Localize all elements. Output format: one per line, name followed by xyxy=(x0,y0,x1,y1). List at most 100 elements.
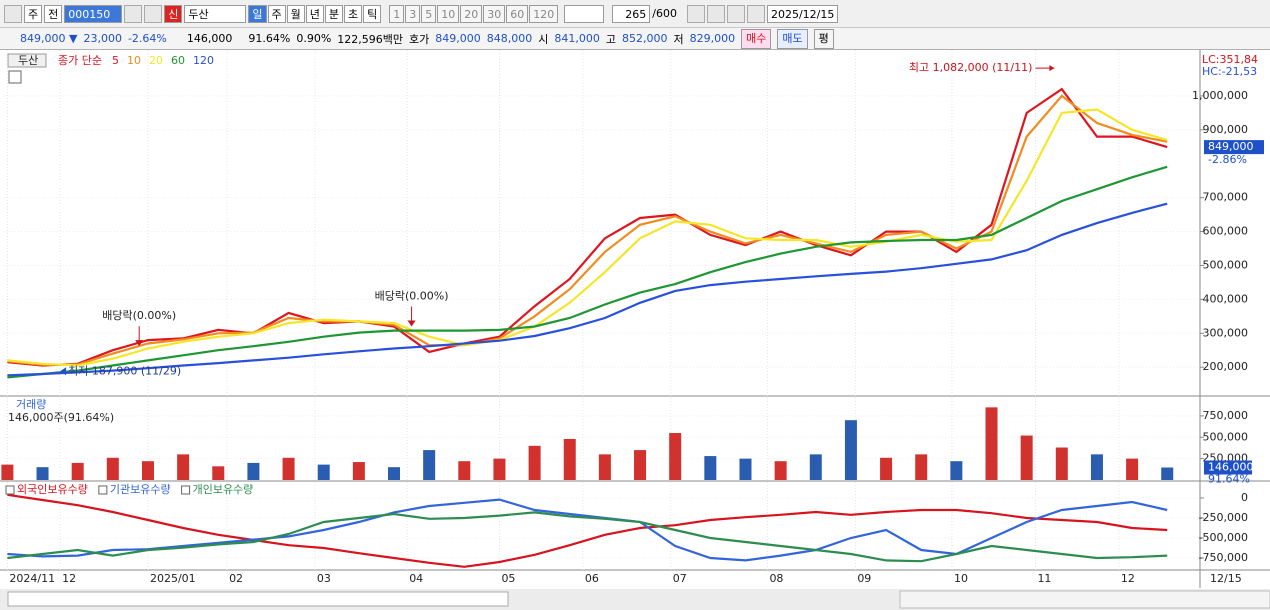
interval-button[interactable]: 30 xyxy=(483,4,506,23)
volume-bar xyxy=(423,450,436,480)
x-tick-label: 06 xyxy=(585,572,599,585)
tool[interactable] xyxy=(706,4,725,23)
x-tick-label: 09 xyxy=(857,572,871,585)
volume-bar xyxy=(704,456,717,480)
legend-item: 5 xyxy=(112,54,119,67)
x-tick-label: 2024/11 xyxy=(9,572,55,585)
info-bar: 849,000 ▼ 23,000 -2.64% 146,000 91.64% 0… xyxy=(0,28,1270,50)
y-tick-label: 700,000 xyxy=(1203,191,1249,204)
open-label: 시 xyxy=(538,32,549,46)
name-box xyxy=(7,53,47,68)
line-series xyxy=(7,511,1168,563)
interval-button[interactable]: 60 xyxy=(506,4,529,23)
period-button[interactable]: 년 xyxy=(305,4,324,23)
interval-button[interactable]: 5 xyxy=(421,4,437,23)
dividend-label: 배당락(0.00%) xyxy=(102,309,176,322)
legend-box xyxy=(98,485,108,495)
interval-button[interactable]: 1 xyxy=(389,4,405,23)
market[interactable]: 주 xyxy=(24,4,43,23)
tool[interactable] xyxy=(726,4,745,23)
last-volume-box xyxy=(1204,460,1252,475)
interval-button[interactable]: 10 xyxy=(437,4,460,23)
x-tick-label: 04 xyxy=(409,572,423,585)
y-tick-label: 300,000 xyxy=(1203,326,1249,339)
high-label: 고 xyxy=(605,32,617,46)
y-tick-label: -500,000 xyxy=(1199,531,1248,544)
legend-item: 기관보유수량 xyxy=(110,483,171,496)
legend-item: 120 xyxy=(193,54,214,67)
sell-button[interactable]: 매도 xyxy=(777,28,808,49)
volume-subtitle: 146,000주(91.64%) xyxy=(8,411,114,424)
change: 23,000 xyxy=(83,32,122,45)
scroll-tools[interactable] xyxy=(899,590,1270,609)
volume-bar xyxy=(634,450,647,480)
icon[interactable] xyxy=(4,4,22,23)
count[interactable]: 265 xyxy=(612,4,651,23)
ask: 849,000 xyxy=(435,32,481,45)
period-button[interactable]: 틱 xyxy=(363,4,382,23)
legend-item: 10 xyxy=(127,54,141,67)
plot-bg xyxy=(0,50,1200,570)
line-series xyxy=(7,165,1168,379)
amount: 122,596백만 xyxy=(337,32,404,46)
volume-bar xyxy=(1055,447,1068,480)
x-tick-label: 12 xyxy=(62,572,76,585)
volume-bar xyxy=(844,420,857,480)
change-pct: -2.64% xyxy=(127,32,167,45)
sound[interactable] xyxy=(144,4,163,23)
x-tick-label: 2025/01 xyxy=(150,572,196,585)
interval-button[interactable]: 120 xyxy=(529,4,559,23)
y-tick-label: 750,000 xyxy=(1203,409,1249,422)
period-button[interactable]: 초 xyxy=(344,4,363,23)
date[interactable]: 2025/12/15 xyxy=(766,4,839,23)
volume: 146,000 xyxy=(186,32,233,45)
low-arrow xyxy=(60,367,67,376)
x-tick-label: 02 xyxy=(229,572,243,585)
x-tick-label: 10 xyxy=(954,572,968,585)
y-tick-label: 400,000 xyxy=(1203,292,1249,305)
combo[interactable] xyxy=(564,4,605,23)
period-button[interactable]: 월 xyxy=(286,4,305,23)
volume-bar xyxy=(809,454,822,480)
arrow-head xyxy=(135,340,144,347)
volume-bar xyxy=(774,461,787,480)
code[interactable]: 000150 xyxy=(64,4,123,23)
table-icon[interactable] xyxy=(8,70,22,84)
tool[interactable] xyxy=(746,4,765,23)
period-button[interactable]: 일 xyxy=(248,4,267,23)
y-tick-label: 900,000 xyxy=(1203,123,1249,136)
x-tick-label: 07 xyxy=(673,572,687,585)
open: 841,000 xyxy=(554,32,600,45)
interval-button[interactable]: 20 xyxy=(460,4,483,23)
volume-bar xyxy=(528,445,541,480)
interval-button[interactable]: 3 xyxy=(405,4,421,23)
x-tick-label: 12 xyxy=(1121,572,1135,585)
y-tick-label: 500,000 xyxy=(1203,430,1249,443)
high-label: 최고 1,082,000 (11/11) xyxy=(909,61,1033,74)
hc-label: HC:-21,53 xyxy=(1202,65,1257,78)
volume-bar xyxy=(106,457,119,480)
volume-bar xyxy=(493,458,506,480)
last-price-box xyxy=(1204,140,1264,155)
tool[interactable] xyxy=(686,4,705,23)
volume-bar xyxy=(1161,467,1174,480)
y-tick-label: 600,000 xyxy=(1203,225,1249,238)
period-button[interactable]: 주 xyxy=(267,4,286,23)
scroll-track[interactable] xyxy=(7,591,509,607)
x-tick-label: 05 xyxy=(501,572,515,585)
name[interactable]: 두산 xyxy=(184,4,247,23)
buy-button[interactable]: 매수 xyxy=(741,28,772,49)
prev[interactable]: 전 xyxy=(44,4,63,23)
avg-button[interactable]: 평 xyxy=(813,28,834,49)
legend-box xyxy=(181,485,191,495)
last-price: 849,000 xyxy=(1208,140,1254,153)
period-button[interactable]: 분 xyxy=(324,4,343,23)
search[interactable] xyxy=(124,4,143,23)
new-badge: 신 xyxy=(164,4,183,23)
legend-item: 20 xyxy=(149,54,163,67)
x-tick-label: 03 xyxy=(317,572,331,585)
volume-bar xyxy=(880,457,893,480)
